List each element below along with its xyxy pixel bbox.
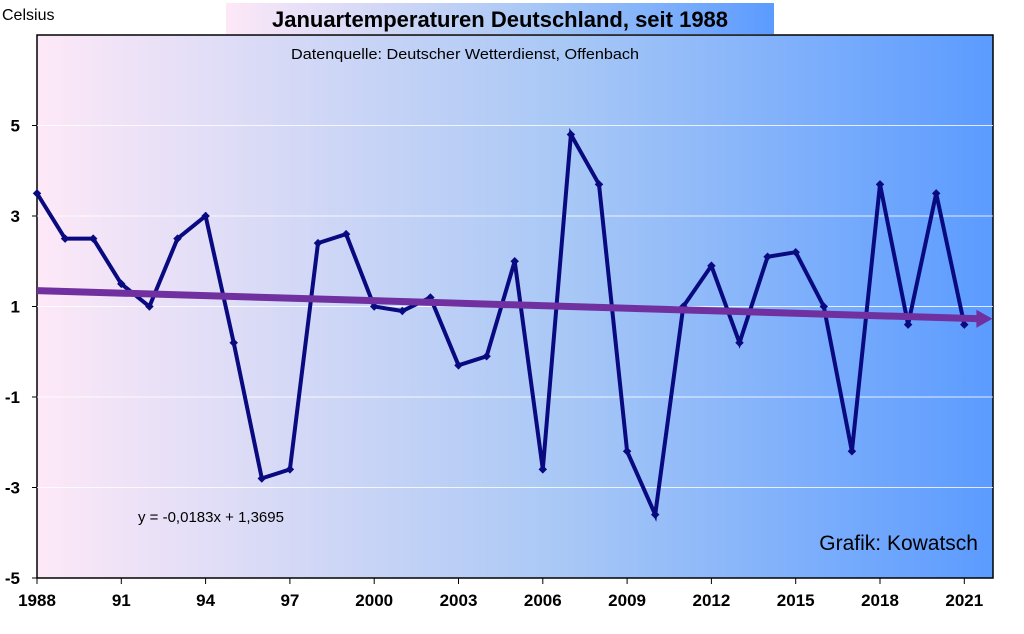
data-point [454, 361, 463, 370]
data-point [903, 320, 913, 329]
x-tick-label: 91 [112, 591, 131, 610]
x-tick-label: 2006 [524, 591, 562, 610]
x-tick-label: 2015 [777, 591, 815, 610]
y-tick-label: 5 [11, 117, 20, 136]
data-point [735, 338, 744, 347]
data-point [201, 211, 210, 221]
temperature-series-line [35, 127, 967, 522]
x-tick-label: 2000 [355, 591, 393, 610]
data-point [60, 234, 70, 243]
data-point [369, 302, 379, 311]
x-tick-label: 2012 [692, 591, 730, 610]
x-tick-label: 94 [196, 591, 215, 610]
data-point [482, 352, 491, 361]
data-point [341, 229, 351, 239]
title-background [226, 3, 774, 34]
y-tick-label: -5 [5, 569, 20, 588]
data-point [313, 238, 323, 248]
data-point [229, 338, 238, 347]
trend-equation: y = -0,0183x + 1,3695 [138, 509, 284, 526]
y-tick-label: 1 [11, 298, 20, 317]
y-tick-label: 3 [11, 207, 20, 226]
data-point [88, 234, 98, 243]
data-point [32, 189, 42, 198]
data-point [398, 306, 407, 316]
y-axis-unit-label: Celsius [2, 7, 54, 24]
data-point [847, 447, 857, 456]
data-point [622, 447, 632, 456]
data-point [285, 465, 295, 474]
data-point [510, 257, 519, 266]
trend-line [36, 287, 981, 323]
y-axis: -5 -3 -1 1 3 5 [5, 117, 37, 588]
temperature-series-points [32, 130, 969, 519]
data-point [117, 279, 126, 289]
credit-label: Grafik: Kowatsch [819, 532, 978, 555]
data-point [538, 465, 548, 474]
chart-title: Januartemperaturen Deutschland, seit 198… [272, 7, 728, 32]
y-tick-label: -1 [5, 388, 20, 407]
data-point [819, 302, 829, 311]
data-point [960, 320, 969, 329]
chart-subtitle: Datenquelle: Deutscher Wetterdienst, Off… [291, 46, 639, 63]
x-tick-label: 2021 [945, 591, 983, 610]
y-tick-label: -3 [5, 479, 20, 498]
x-tick-label: 2003 [440, 591, 478, 610]
data-point [173, 234, 182, 243]
data-point [257, 474, 267, 483]
x-tick-label: 2009 [608, 591, 646, 610]
data-point [707, 261, 716, 271]
data-point [650, 510, 660, 519]
x-tick-label: 97 [280, 591, 299, 610]
x-tick-label: 2018 [861, 591, 899, 610]
x-tick-label: 1988 [18, 591, 56, 610]
trend-arrow-head [976, 309, 993, 328]
x-axis: 1988 91 94 97 2000 2003 2006 2009 2012 2015 2018 20… [18, 578, 983, 610]
data-point [145, 302, 154, 311]
